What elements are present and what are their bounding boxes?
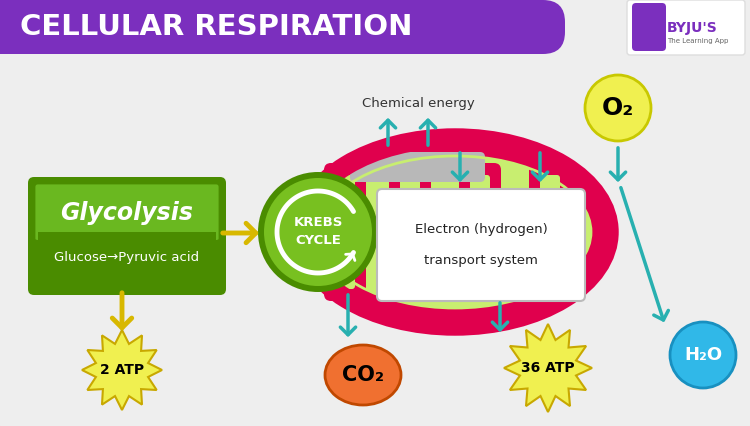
Circle shape [670, 322, 736, 388]
Text: 36 ATP: 36 ATP [521, 361, 574, 375]
FancyBboxPatch shape [377, 189, 585, 301]
FancyBboxPatch shape [459, 163, 501, 301]
Text: H₂O: H₂O [684, 346, 722, 364]
Text: Electron (hydrogen): Electron (hydrogen) [415, 223, 548, 236]
Text: O₂: O₂ [602, 96, 634, 120]
Ellipse shape [301, 138, 609, 326]
Polygon shape [504, 324, 592, 412]
Circle shape [585, 75, 651, 141]
Text: CO₂: CO₂ [342, 365, 384, 385]
FancyBboxPatch shape [34, 183, 220, 240]
FancyBboxPatch shape [335, 175, 355, 289]
Text: CELLULAR RESPIRATION: CELLULAR RESPIRATION [20, 13, 412, 41]
FancyBboxPatch shape [627, 0, 745, 55]
Text: Glycolysis: Glycolysis [61, 201, 194, 225]
Text: Chemical energy: Chemical energy [362, 97, 474, 109]
Text: transport system: transport system [424, 254, 538, 267]
Ellipse shape [325, 345, 401, 405]
Circle shape [264, 178, 372, 286]
Polygon shape [82, 330, 162, 410]
Text: The Learning App: The Learning App [667, 38, 728, 44]
Text: KREBS: KREBS [293, 216, 343, 230]
FancyBboxPatch shape [28, 177, 226, 295]
Circle shape [258, 172, 378, 292]
Bar [38, 232, 216, 285]
FancyBboxPatch shape [632, 3, 666, 51]
FancyBboxPatch shape [400, 175, 420, 289]
Text: CYCLE: CYCLE [295, 234, 341, 248]
Text: 2 ATP: 2 ATP [100, 363, 144, 377]
Ellipse shape [319, 156, 591, 308]
FancyBboxPatch shape [324, 163, 366, 301]
Text: BYJU'S: BYJU'S [667, 21, 718, 35]
FancyBboxPatch shape [350, 152, 485, 182]
FancyBboxPatch shape [470, 175, 490, 289]
FancyBboxPatch shape [389, 163, 431, 301]
FancyBboxPatch shape [540, 175, 560, 289]
FancyBboxPatch shape [0, 0, 565, 54]
FancyBboxPatch shape [529, 163, 571, 301]
Bar [0, 0, 30, 54]
Text: Glucose→Pyruvic acid: Glucose→Pyruvic acid [55, 251, 200, 264]
